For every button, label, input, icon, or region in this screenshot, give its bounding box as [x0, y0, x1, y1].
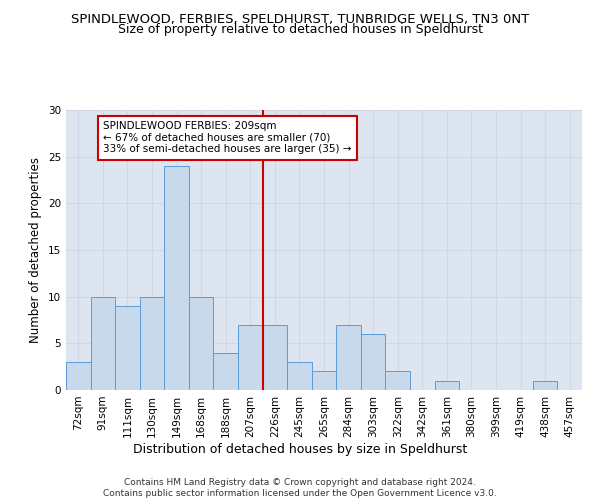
- Text: Contains HM Land Registry data © Crown copyright and database right 2024.
Contai: Contains HM Land Registry data © Crown c…: [103, 478, 497, 498]
- Bar: [214, 352, 238, 390]
- Bar: [164, 166, 189, 390]
- Bar: [312, 372, 336, 390]
- Bar: [115, 306, 140, 390]
- Bar: [385, 372, 410, 390]
- Bar: [140, 296, 164, 390]
- Bar: [287, 362, 312, 390]
- Bar: [263, 324, 287, 390]
- Bar: [361, 334, 385, 390]
- Bar: [66, 362, 91, 390]
- Bar: [336, 324, 361, 390]
- Bar: [238, 324, 263, 390]
- Bar: [434, 380, 459, 390]
- Bar: [189, 296, 214, 390]
- Text: Size of property relative to detached houses in Speldhurst: Size of property relative to detached ho…: [118, 22, 482, 36]
- Text: SPINDLEWOOD FERBIES: 209sqm
← 67% of detached houses are smaller (70)
33% of sem: SPINDLEWOOD FERBIES: 209sqm ← 67% of det…: [103, 121, 352, 154]
- Y-axis label: Number of detached properties: Number of detached properties: [29, 157, 43, 343]
- Bar: [91, 296, 115, 390]
- Text: Distribution of detached houses by size in Speldhurst: Distribution of detached houses by size …: [133, 442, 467, 456]
- Text: SPINDLEWOOD, FERBIES, SPELDHURST, TUNBRIDGE WELLS, TN3 0NT: SPINDLEWOOD, FERBIES, SPELDHURST, TUNBRI…: [71, 12, 529, 26]
- Bar: [533, 380, 557, 390]
